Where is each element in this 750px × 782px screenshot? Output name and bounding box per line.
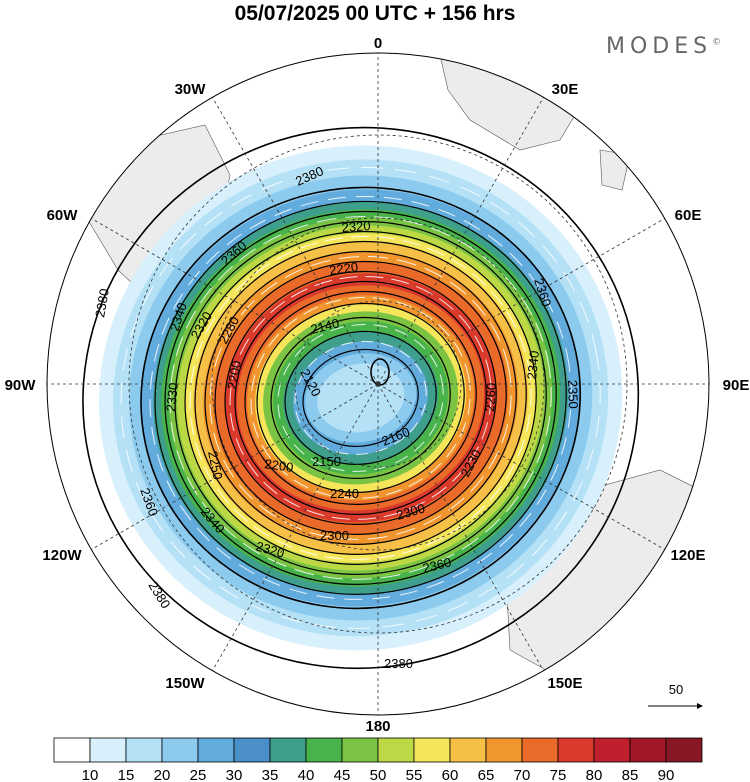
- lon-label-180: 180: [365, 718, 390, 735]
- vector-legend-value: 50: [669, 682, 683, 697]
- colorbar-tick-label: 35: [262, 767, 279, 782]
- map-disc: [47, 53, 709, 715]
- contour-label: 2300: [320, 528, 349, 543]
- brand-mark: ©: [712, 37, 722, 48]
- colorbar-swatch: [485, 737, 523, 763]
- colorbar-swatch: [521, 737, 559, 763]
- contour-label: 2240: [330, 486, 359, 501]
- contour-label: 2260: [482, 382, 499, 412]
- colorbar-swatch: [413, 737, 451, 763]
- meridian-line: [377, 383, 544, 671]
- contour-label: 2330: [163, 382, 181, 412]
- contour-label: 2350: [565, 380, 581, 409]
- modes-logo: MODES©: [606, 34, 721, 59]
- lon-label-150e: 150E: [547, 675, 582, 692]
- colorbar-swatch: [449, 737, 487, 763]
- colorbar-swatch: [305, 737, 343, 763]
- colorbar-swatch: [557, 737, 595, 763]
- colorbar-tick-label: 20: [154, 767, 171, 782]
- colorbar-swatch: [593, 737, 631, 763]
- contour-label: 2220: [328, 259, 359, 278]
- colorbar-swatch: [125, 737, 163, 763]
- longitude-labels: 0 30E 60E 90E 120E 150E 180 150W 120W 90…: [5, 35, 750, 735]
- lon-label-120e: 120E: [670, 547, 705, 564]
- contour-label: 2360: [421, 554, 453, 576]
- colorbar-tick-label: 90: [658, 767, 675, 782]
- colorbar-swatch: [197, 737, 235, 763]
- colorbar-swatch: [89, 737, 127, 763]
- colorbar-tick-label: 40: [298, 767, 315, 782]
- contour-label: 2150: [312, 454, 341, 469]
- colorbar-tick-label: 50: [370, 767, 387, 782]
- lon-label-120w: 120W: [42, 547, 82, 564]
- meridian-line: [212, 383, 379, 671]
- contour-label: 2340: [524, 350, 542, 380]
- graticule: [47, 53, 709, 715]
- height-contours: [82, 126, 640, 670]
- lon-label-150w: 150W: [165, 675, 205, 692]
- contour-label: 2140: [309, 315, 341, 337]
- colorbar-tick-label: 10: [82, 767, 99, 782]
- colorbar-tick-label: 65: [478, 767, 495, 782]
- contour-label: 2250: [205, 450, 226, 481]
- colorbar-tick-label: 45: [334, 767, 351, 782]
- contour-label: 2380: [384, 656, 413, 671]
- meridian-line: [377, 97, 544, 385]
- meridian-line: [91, 218, 379, 385]
- contour-label: 2200: [224, 359, 244, 390]
- colorbar-swatch: [629, 737, 667, 763]
- colorbar-tick-label: 25: [190, 767, 207, 782]
- lon-label-90w: 90W: [5, 377, 37, 394]
- contour-label: 2380: [92, 287, 112, 318]
- colorbar-tick-label: 70: [514, 767, 531, 782]
- colorbar: 10 15 20 25 30 35 40 45 50 55 60 65 70 75 80 85 90: [53, 737, 703, 782]
- meridian-line: [91, 383, 379, 550]
- contour-label: 2200: [264, 456, 295, 475]
- meridian-line: [212, 97, 379, 385]
- colorbar-swatch: [665, 737, 703, 763]
- meridian-line: [377, 383, 665, 550]
- vector-legend: 50: [648, 682, 703, 709]
- lon-label-60w: 60W: [47, 207, 79, 224]
- colorbar-tick-label: 55: [406, 767, 423, 782]
- lon-label-30e: 30E: [552, 81, 579, 98]
- colorbar-tick-label: 75: [550, 767, 567, 782]
- colorbar-tick-label: 15: [118, 767, 135, 782]
- lon-label-90e: 90E: [723, 377, 750, 394]
- colorbar-tick-label: 60: [442, 767, 459, 782]
- wind-streamlines: [120, 166, 601, 629]
- contour-label: 2320: [341, 218, 371, 235]
- map-boundary: [46, 52, 710, 716]
- colorbar-swatch: [377, 737, 415, 763]
- colorbar-swatch: [341, 737, 379, 763]
- colorbar-swatch: [269, 737, 307, 763]
- lon-label-0: 0: [374, 35, 382, 52]
- colorbar-swatch: [233, 737, 271, 763]
- meridian-line: [377, 218, 665, 385]
- map-title: 05/07/2025 00 UTC + 156 hrs: [234, 2, 516, 25]
- brand-text: MODES: [606, 34, 713, 59]
- lon-label-60e: 60E: [675, 207, 702, 224]
- colorbar-tick-label: 80: [586, 767, 603, 782]
- colorbar-swatch: [53, 737, 91, 763]
- colorbar-swatch: [161, 737, 199, 763]
- colorbar-tick-label: 30: [226, 767, 243, 782]
- lon-label-30w: 30W: [175, 81, 207, 98]
- colorbar-tick-label: 85: [622, 767, 639, 782]
